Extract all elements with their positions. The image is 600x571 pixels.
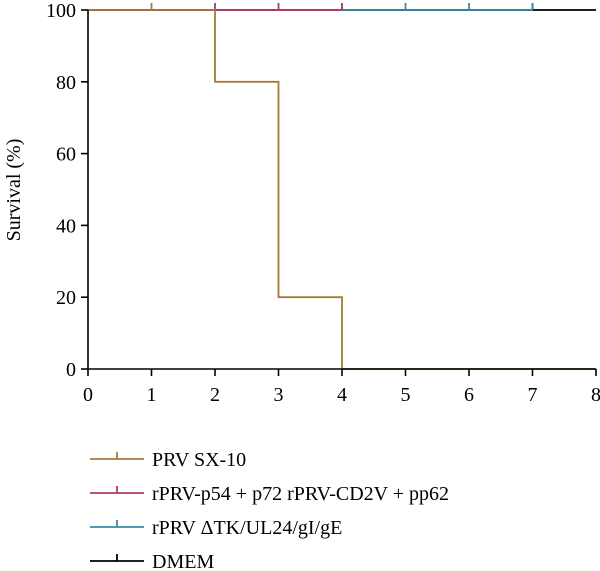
legend-item: DMEM xyxy=(90,551,214,571)
legend-item: rPRV ΔTK/UL24/gI/gE xyxy=(90,517,342,539)
x-tick-label: 1 xyxy=(147,384,157,406)
y-ticks: 0 20 40 60 80 100 xyxy=(46,0,88,381)
x-tick-label: 4 xyxy=(337,384,347,406)
y-tick-label: 20 xyxy=(56,287,76,309)
x-tick-label: 8 xyxy=(591,384,600,406)
legend-item: PRV SX-10 xyxy=(90,449,246,471)
legend-label: rPRV ΔTK/UL24/gI/gE xyxy=(152,517,342,539)
y-axis-title: Survival (%) xyxy=(3,139,25,242)
y-tick-label: 100 xyxy=(46,0,76,22)
legend-item: rPRV-p54 + p72 rPRV-CD2V + pp62 xyxy=(90,483,449,505)
x-tick-label: 6 xyxy=(464,384,474,406)
x-tick-label: 5 xyxy=(401,384,411,406)
legend-label: DMEM xyxy=(152,551,214,571)
x-tick-label: 3 xyxy=(274,384,284,406)
series-2 xyxy=(88,3,534,11)
x-tick-label: 2 xyxy=(210,384,220,406)
series-1 xyxy=(88,3,343,11)
y-tick-label: 60 xyxy=(56,144,76,166)
x-ticks: 0 1 2 3 4 5 6 7 8 xyxy=(83,369,600,406)
series-0 xyxy=(88,3,596,370)
legend: PRV SX-10 rPRV-p54 + p72 rPRV-CD2V + pp62… xyxy=(90,449,449,571)
x-tick-label: 0 xyxy=(83,384,93,406)
legend-label: rPRV-p54 + p72 rPRV-CD2V + pp62 xyxy=(152,483,449,505)
legend-label: PRV SX-10 xyxy=(152,449,246,471)
y-tick-label: 40 xyxy=(56,215,76,237)
series-line xyxy=(88,9,596,370)
x-tick-label: 7 xyxy=(528,384,538,406)
plot-lines xyxy=(88,3,596,370)
y-tick-label: 80 xyxy=(56,72,76,94)
y-tick-label: 0 xyxy=(66,359,76,381)
